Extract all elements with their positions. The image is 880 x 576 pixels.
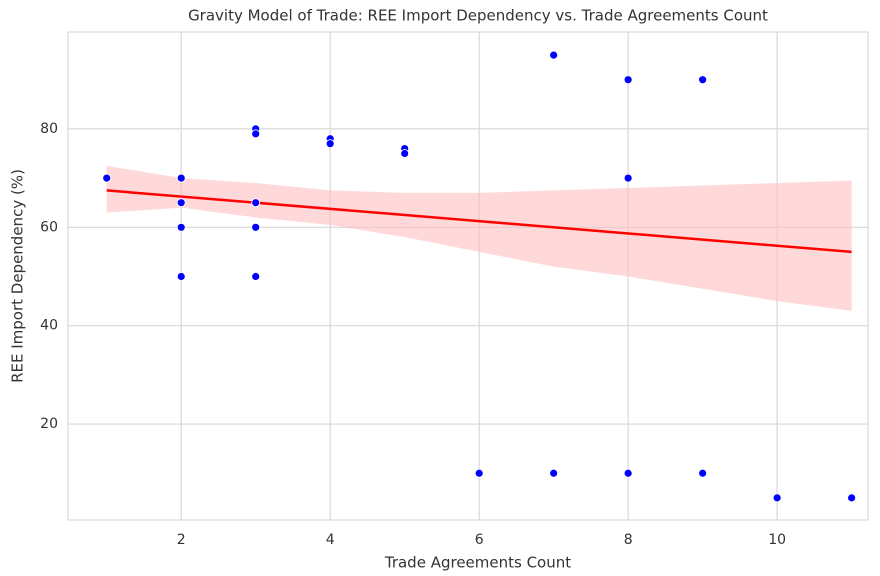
point xyxy=(325,139,335,149)
x-tick-label: 2 xyxy=(177,532,186,548)
point xyxy=(698,468,708,478)
point xyxy=(698,75,708,85)
point xyxy=(251,222,261,232)
point xyxy=(772,493,782,503)
point xyxy=(549,50,559,60)
point xyxy=(176,272,186,281)
y-tick-label: 20 xyxy=(40,416,58,432)
point xyxy=(400,149,410,158)
point xyxy=(251,198,261,208)
x-axis-label: Trade Agreements Count xyxy=(384,554,571,572)
y-tick-label: 40 xyxy=(40,318,58,334)
point xyxy=(251,129,261,139)
point xyxy=(474,468,484,478)
plot-frame xyxy=(67,31,869,521)
point xyxy=(176,173,186,183)
regression-line xyxy=(106,189,852,254)
confidence-band xyxy=(106,165,852,311)
y-tick-label: 60 xyxy=(40,219,58,235)
point xyxy=(251,272,261,281)
point xyxy=(176,222,186,232)
point xyxy=(623,173,633,183)
point xyxy=(549,468,559,478)
x-tick-label: 8 xyxy=(624,532,633,548)
point xyxy=(623,468,633,478)
point xyxy=(847,493,857,503)
y-axis-label: REE Import Dependency (%) xyxy=(9,169,27,383)
x-tick-label: 4 xyxy=(326,532,335,548)
point xyxy=(623,75,633,85)
y-tick-label: 80 xyxy=(40,121,58,137)
chart-title: Gravity Model of Trade: REE Import Depen… xyxy=(188,7,768,25)
x-tick-label: 10 xyxy=(768,532,786,548)
point xyxy=(176,198,186,208)
point xyxy=(102,173,112,183)
x-tick-label: 6 xyxy=(475,532,484,548)
